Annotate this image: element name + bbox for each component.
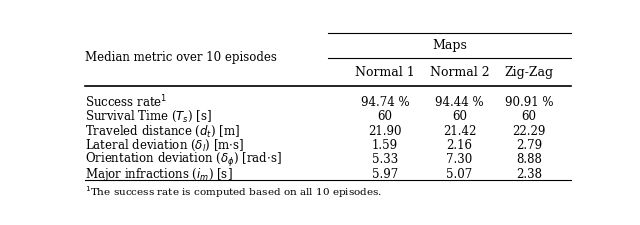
Text: 94.44 %: 94.44 % bbox=[435, 96, 484, 109]
Text: Lateral deviation ($\delta_l$) [m$\cdot$s]: Lateral deviation ($\delta_l$) [m$\cdot$… bbox=[85, 138, 244, 153]
Text: $^1$The success rate is computed based on all 10 episodes.: $^1$The success rate is computed based o… bbox=[85, 184, 382, 200]
Text: 5.33: 5.33 bbox=[372, 153, 398, 166]
Text: Survival Time ($T_s$) [s]: Survival Time ($T_s$) [s] bbox=[85, 109, 212, 124]
Text: 2.16: 2.16 bbox=[447, 139, 472, 152]
Text: Normal 2: Normal 2 bbox=[429, 66, 489, 79]
Text: 5.97: 5.97 bbox=[372, 168, 398, 181]
Text: Success rate$^1$: Success rate$^1$ bbox=[85, 94, 168, 111]
Text: 90.91 %: 90.91 % bbox=[504, 96, 553, 109]
Text: Median metric over 10 episodes: Median metric over 10 episodes bbox=[85, 51, 277, 64]
Text: 21.42: 21.42 bbox=[443, 125, 476, 138]
Text: 8.88: 8.88 bbox=[516, 153, 542, 166]
Text: 22.29: 22.29 bbox=[512, 125, 545, 138]
Text: 1.59: 1.59 bbox=[372, 139, 398, 152]
Text: 2.79: 2.79 bbox=[516, 139, 542, 152]
Text: 21.90: 21.90 bbox=[368, 125, 402, 138]
Text: 60: 60 bbox=[452, 110, 467, 123]
Text: 60: 60 bbox=[522, 110, 536, 123]
Text: 5.07: 5.07 bbox=[446, 168, 472, 181]
Text: 60: 60 bbox=[378, 110, 392, 123]
Text: Major infractions ($i_m$) [s]: Major infractions ($i_m$) [s] bbox=[85, 166, 232, 183]
Text: Traveled distance ($d_t$) [m]: Traveled distance ($d_t$) [m] bbox=[85, 124, 240, 139]
Text: 7.30: 7.30 bbox=[446, 153, 472, 166]
Text: Orientation deviation ($\delta_\phi$) [rad$\cdot$s]: Orientation deviation ($\delta_\phi$) [r… bbox=[85, 151, 282, 169]
Text: Zig-Zag: Zig-Zag bbox=[504, 66, 554, 79]
Text: 2.38: 2.38 bbox=[516, 168, 542, 181]
Text: Maps: Maps bbox=[432, 39, 467, 52]
Text: Normal 1: Normal 1 bbox=[355, 66, 415, 79]
Text: 94.74 %: 94.74 % bbox=[361, 96, 410, 109]
